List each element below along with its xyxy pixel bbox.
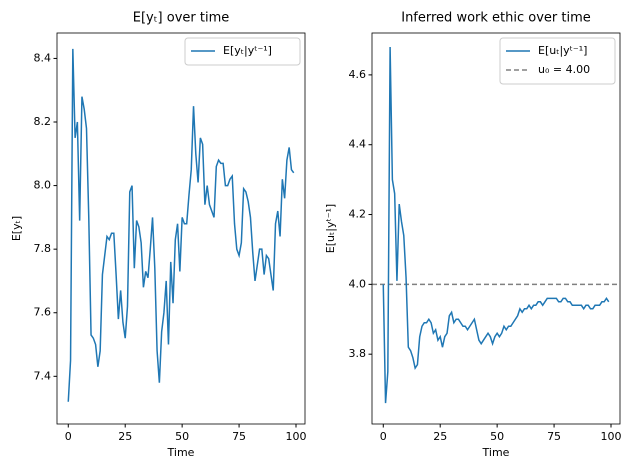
x-tick-label: 0 (65, 430, 72, 443)
y-tick-label: 4.0 (349, 277, 367, 290)
data-line (382, 46, 610, 404)
y-axis-label: E[uₜ|yᵗ⁻¹] (324, 204, 337, 253)
x-axis-label: Time (482, 446, 510, 459)
x-tick-label: 0 (380, 430, 387, 443)
legend-label: E[yₜ|yᵗ⁻¹] (223, 44, 272, 57)
x-tick-label: 50 (175, 430, 189, 443)
y-tick-label: 4.6 (349, 68, 367, 81)
y-tick-label: 4.4 (349, 138, 367, 151)
plot-frame (371, 32, 621, 425)
x-tick-label: 100 (286, 430, 307, 443)
y-tick-label: 8.0 (34, 179, 52, 192)
chart-title: E[yₜ] over time (133, 11, 230, 26)
x-axis-label: Time (167, 446, 195, 459)
x-tick-label: 75 (547, 430, 561, 443)
legend-label: u₀ = 4.00 (538, 63, 590, 76)
legend-box (184, 37, 301, 66)
y-tick-label: 7.6 (34, 306, 52, 319)
plot-frame (56, 32, 306, 425)
legend-label: E[uₜ|yᵗ⁻¹] (538, 44, 587, 57)
y-tick-label: 8.4 (34, 51, 52, 64)
y-tick-label: 4.2 (349, 208, 367, 221)
x-tick-label: 25 (433, 430, 447, 443)
y-tick-label: 7.4 (34, 369, 52, 382)
y-tick-label: 7.8 (34, 242, 52, 255)
legend-box (499, 37, 616, 85)
chart-title: Inferred work ethic over time (401, 11, 591, 26)
y-axis-label: E[yₜ] (10, 216, 23, 241)
y-tick-label: 8.2 (34, 115, 52, 128)
x-tick-label: 50 (490, 430, 504, 443)
data-line (67, 48, 295, 402)
y-tick-label: 3.8 (349, 347, 367, 360)
x-tick-label: 100 (601, 430, 622, 443)
x-tick-label: 75 (232, 430, 246, 443)
x-tick-label: 25 (118, 430, 132, 443)
